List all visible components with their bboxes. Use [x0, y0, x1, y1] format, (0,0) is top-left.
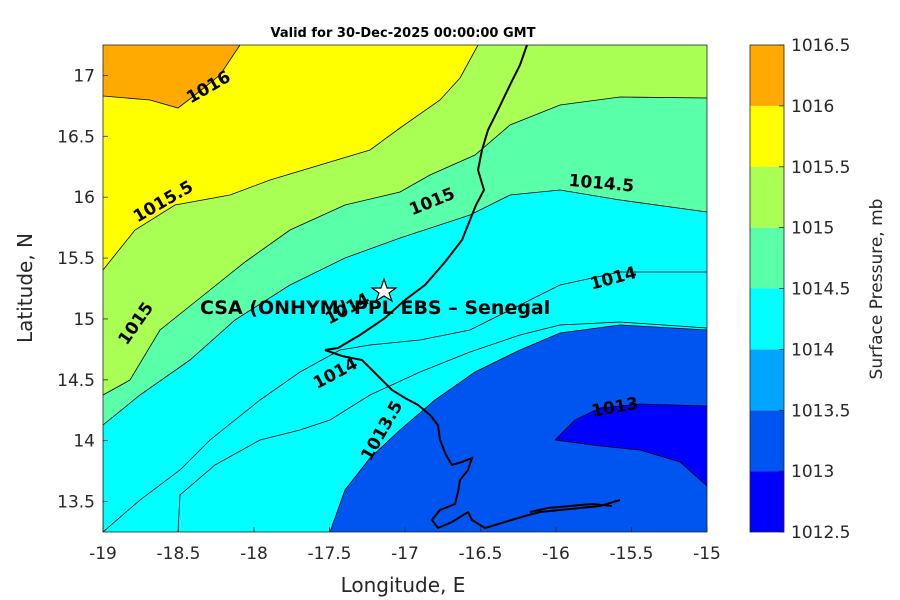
colorbar-tick-label: 1016.5 — [791, 36, 850, 56]
y-axis-label: Latitude, N — [13, 233, 37, 343]
colorbar-swatch — [750, 105, 784, 167]
y-tick-label: 15.5 — [57, 249, 95, 269]
site-label: CSA (ONHYM) PPL EBS – Senegal — [200, 297, 550, 319]
x-axis-label: Longitude, E — [341, 573, 466, 597]
contour-line-1015.5 — [103, 45, 479, 271]
contour-line-1013.5 — [177, 321, 707, 532]
x-tick-label: -17.5 — [308, 544, 352, 564]
colorbar-tick-label: 1012.5 — [791, 523, 850, 543]
coastline — [324, 45, 621, 530]
contour-line-1015 — [103, 96, 707, 396]
y-tick-label: 14.5 — [57, 371, 95, 391]
y-tick-label: 13.5 — [57, 493, 95, 513]
colorbar-tick-label: 1013.5 — [791, 401, 850, 421]
band-1015.5-1016 — [103, 45, 240, 108]
colorbar-tick-label: 1014 — [791, 340, 834, 360]
contour-line-1016 — [103, 45, 241, 109]
colorbar-swatch — [750, 349, 784, 411]
colorbar-label: Surface Pressure, mb — [867, 199, 887, 380]
x-tick-label: -16 — [542, 544, 570, 564]
x-tick-label: -17 — [391, 544, 419, 564]
site-star-icon — [370, 277, 398, 303]
x-tick-label: -16.5 — [459, 544, 503, 564]
band-1013-lower — [330, 325, 707, 532]
x-tick-label: -18 — [240, 544, 268, 564]
colorbar-tick-label: 1016 — [791, 97, 834, 117]
chart-title: Valid for 30-Dec-2025 00:00:00 GMT — [271, 26, 536, 41]
x-tick-label: -19 — [89, 544, 117, 564]
site-marker — [370, 277, 398, 303]
y-tick-label: 16.5 — [57, 127, 95, 147]
contour-line-1013 — [329, 324, 707, 532]
y-tick-label: 14 — [73, 432, 95, 452]
x-tick-label: -18.5 — [157, 544, 201, 564]
y-axis-ticks: 13.5 14 14.5 15 15.5 16 16.5 17 — [57, 66, 108, 513]
band-1015-1015.5 — [103, 45, 478, 270]
colorbar-tick-label: 1014.5 — [791, 280, 850, 300]
border-segment — [529, 502, 613, 513]
x-tick-label: -15.5 — [610, 544, 654, 564]
y-tick-label: 17 — [73, 66, 95, 86]
band-1012.5-1013 — [555, 404, 707, 486]
colorbar-tick-label: 1015.5 — [791, 158, 850, 178]
contour-line-1014.5 — [103, 189, 707, 532]
x-tick-label: -15 — [693, 544, 721, 564]
colorbar-tick-label: 1013 — [791, 462, 834, 482]
colorbar-swatch — [750, 45, 784, 106]
colorbar-swatch — [750, 288, 784, 350]
contour-line-1013-closed — [554, 403, 707, 487]
contour-line-group — [103, 45, 707, 532]
contour-line-1014 — [103, 271, 707, 532]
coastline-group — [324, 45, 621, 530]
colorbar-swatch — [750, 227, 784, 289]
y-tick-label: 16 — [73, 188, 95, 208]
y-tick-label: 15 — [73, 310, 95, 330]
colorbar-swatch — [750, 166, 784, 228]
colorbar-swatch — [750, 471, 784, 532]
colorbar: 1012.5 1013 1013.5 1014 1014.5 1015 1015.5 1016… — [749, 36, 850, 543]
colorbar-tick-label: 1015 — [791, 219, 834, 239]
colorbar-swatch — [750, 410, 784, 472]
contour-fill-group — [103, 45, 707, 532]
x-axis-ticks: -19 -18.5 -18 -17.5 -17 -16.5 -16 -15.5 -15 — [89, 527, 721, 564]
